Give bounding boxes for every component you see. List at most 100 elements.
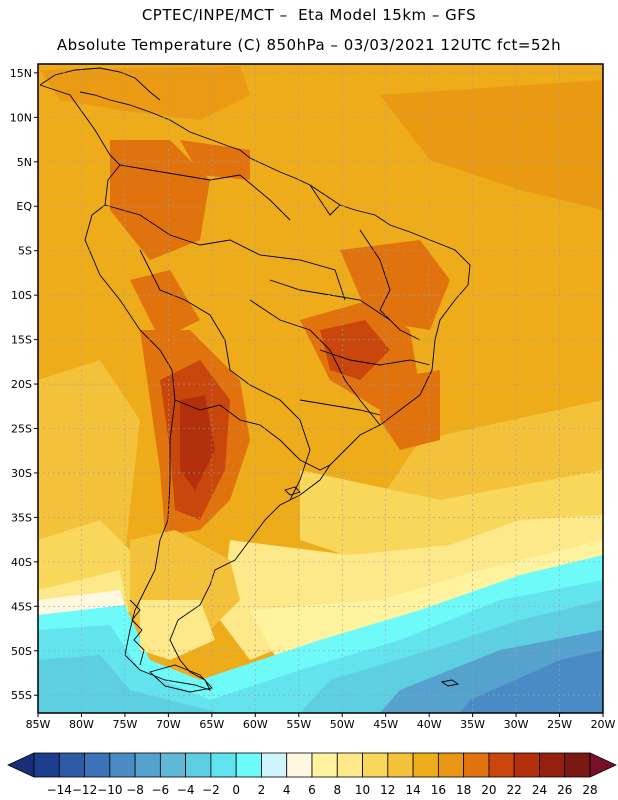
colorbar-swatch [235,752,262,778]
map-frame [37,63,604,714]
colorbar-label: 14 [405,783,420,797]
field-band-16 [300,470,603,560]
colorbar-swatch [134,752,161,778]
colorbar-swatch [564,752,591,778]
colorbar-label: 26 [557,783,572,797]
field-hot-peru [130,270,200,340]
colorbar-label: −2 [202,783,220,797]
colorbar-over-arrow [589,752,617,778]
colorbar-swatch [159,752,187,778]
border-guianas [309,184,341,216]
colorbar-swatch [513,752,540,778]
field-hot-venezuela [180,140,250,180]
colorbar-label: 10 [355,783,370,797]
colorbar-label: 12 [380,783,395,797]
colorbar-label: 0 [232,783,240,797]
lon-tick-label: 50W [330,718,355,731]
colorbar-swatch [33,752,60,778]
lon-tick-label: 85W [26,718,51,731]
lon-tick-label: 75W [112,718,137,731]
border-argentina-north [174,399,281,441]
colorbar-label: 28 [582,783,597,797]
lat-tick-label: 40S [11,556,32,569]
colorbar-label: −4 [177,783,195,797]
colorbar-swatch [185,752,212,778]
central-america-coast [39,67,161,101]
border-colombia-venezuela [119,164,291,221]
colorbar-label: 20 [481,783,496,797]
colorbar-swatch [387,752,414,778]
lat-tick-label: 10N [10,111,32,124]
lagoon [284,486,301,496]
colorbar: −14 −12 −10 −8 −6 −4 −2 0 2 4 6 8 10 12 14 16 18 20 22 24 26… [7,752,617,797]
colorbar-swatch [362,752,389,778]
lon-tick-label: 80W [69,718,94,731]
border-northern [104,204,346,301]
lon-tick-label: 40W [417,718,442,731]
lat-tick-label: 35S [11,511,32,524]
lat-tick-label: 5N [17,156,32,169]
field-band-8 [250,540,603,665]
lat-tick-label: 30S [11,467,32,480]
colorbar-swatch [437,752,465,778]
colorbar-label: −8 [126,783,144,797]
latitude-axis: 15N 10N 5N EQ 5S 10S 15S 20S 25S 30S 35S 40S 45S 50S 5… [10,67,38,702]
colorbar-label: −12 [72,783,97,797]
lon-tick-label: 60W [243,718,268,731]
field-band-neg8 [460,650,603,713]
lat-tick-label: 10S [11,289,32,302]
lat-tick-label: 50S [11,645,32,658]
colorbar-label: 24 [532,783,547,797]
field-hot-andes-north [110,140,210,260]
border-brazil-bolivia [249,299,381,426]
colorbar-label: −14 [47,783,72,797]
map-title: CPTEC/INPE/MCT – Eta Model 15km – GFS [141,6,477,24]
colorbar-label: 6 [308,783,316,797]
colorbar-label: 22 [507,783,522,797]
colorbar-swatch [336,752,363,778]
colorbar-swatch [286,752,313,778]
border-uruguay [279,439,331,471]
lon-tick-label: 30W [504,718,529,731]
colorbar-swatch [261,752,288,778]
colorbar-swatch [58,752,85,778]
field-caribbean [40,66,250,120]
lat-tick-label: 20S [11,378,32,391]
colorbar-swatch [412,752,439,778]
colorbar-swatch [539,752,566,778]
lon-tick-label: 20W [591,718,616,731]
field-hot-core [180,395,215,490]
colorbar-swatch [210,752,237,778]
lon-tick-label: 55W [286,718,311,731]
colorbar-label: 16 [431,783,446,797]
colorbar-label: −10 [97,783,122,797]
colorbar-swatch [84,752,111,778]
colorbar-label: 2 [258,783,266,797]
lon-tick-label: 25W [547,718,572,731]
lon-tick-label: 70W [156,718,181,731]
south-america-coast [39,84,471,691]
colorbar-label: 8 [333,783,341,797]
map-subtitle: Absolute Temperature (C) 850hPa – 03/03/… [56,36,562,54]
colorbar-under-arrow [7,752,35,778]
chile-fjords [129,599,145,666]
field-tropical-atlantic [380,80,603,210]
lon-tick-label: 45W [373,718,398,731]
colorbar-swatch [109,752,136,778]
border-peru-bolivia [139,249,251,386]
border-paraguay-argentina [249,384,311,501]
lat-tick-label: 45S [11,600,32,613]
border-brazil-states-1 [359,229,421,341]
field-hot-northeast [340,240,450,330]
lat-tick-label: 5S [18,245,32,258]
longitude-axis: 85W 80W 75W 70W 65W 60W 55W 50W 45W 40W 35W 30W 25W 2… [26,713,616,731]
lat-tick-label: 15S [11,334,32,347]
colorbar-label: −6 [152,783,170,797]
colorbar-swatch [463,752,490,778]
lat-tick-label: EQ [16,200,32,213]
lon-tick-label: 65W [199,718,224,731]
lat-tick-label: 15N [10,67,32,80]
border-brazil-states-4 [299,399,381,416]
colorbar-label: 4 [283,783,291,797]
